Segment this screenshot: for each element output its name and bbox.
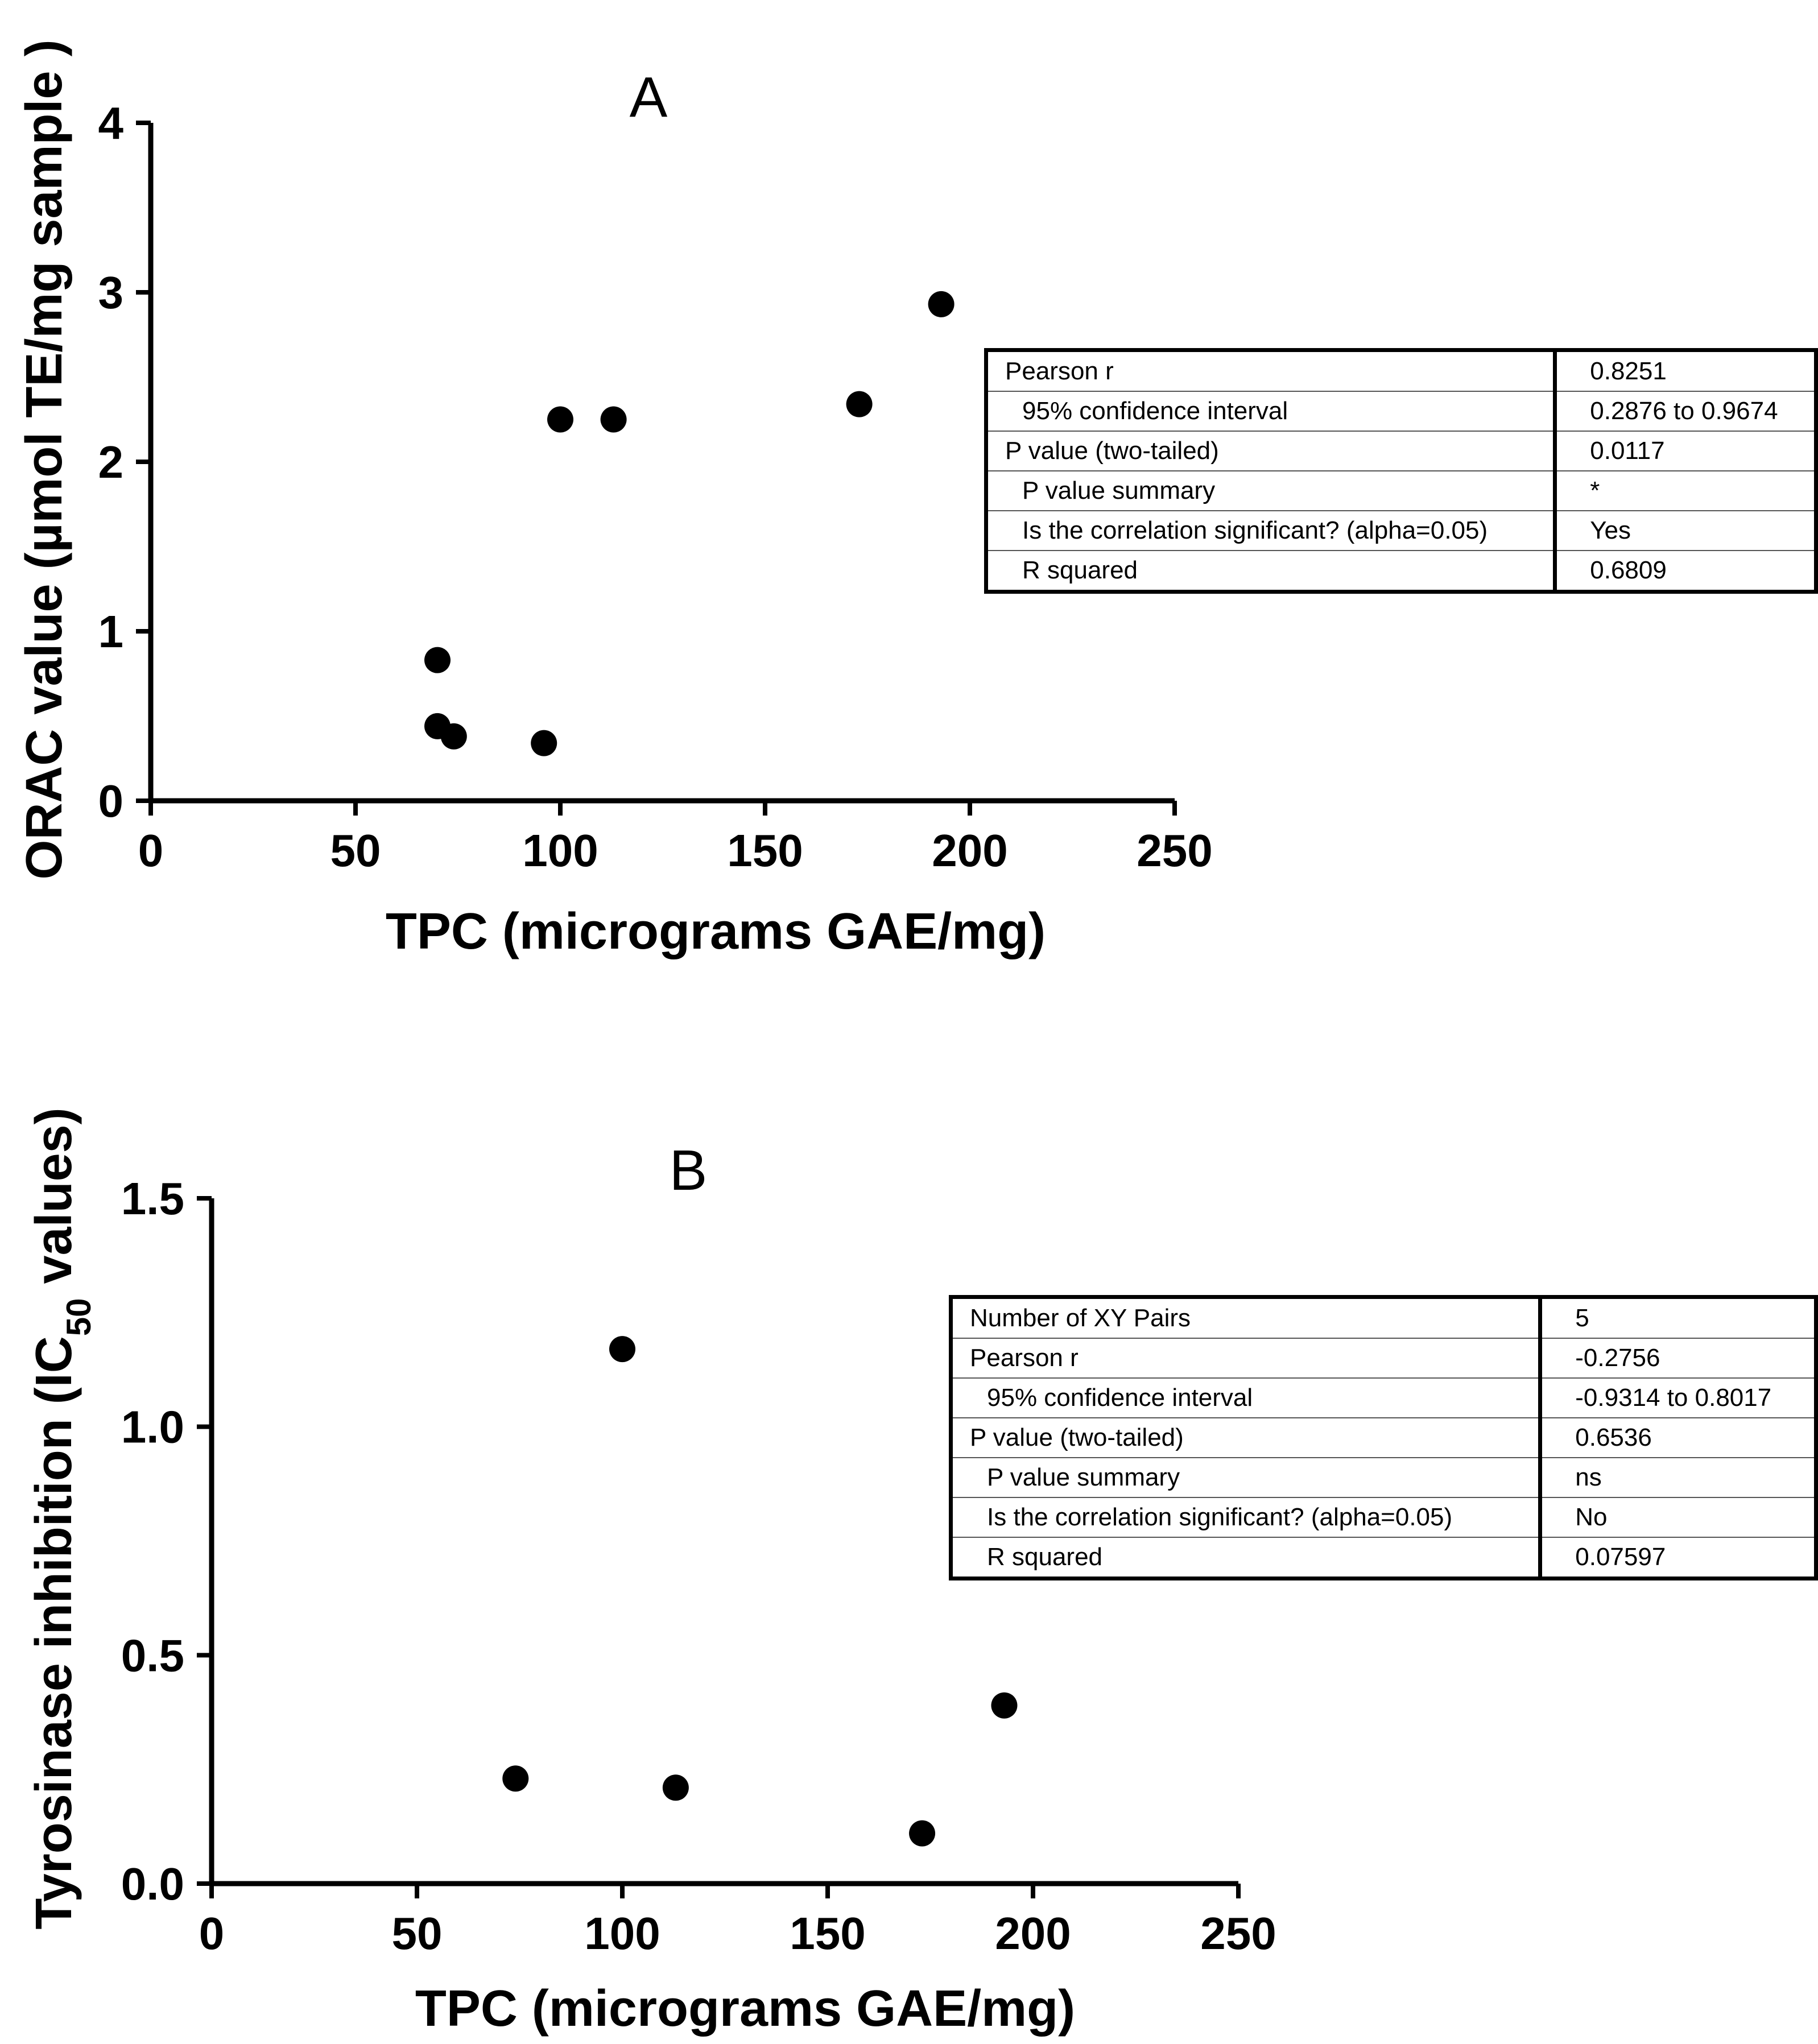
- panel-a-stats-label: 95% confidence interval: [986, 391, 1557, 432]
- panel-a-data-point: [547, 406, 573, 433]
- panel-b-y-axis-title-suffix: values): [26, 1107, 82, 1298]
- panel-b-x-tick-label: 100: [584, 1908, 660, 1959]
- panel-a-stats-value: 0.8251: [1555, 350, 1816, 392]
- panel-a-x-tick-label: 250: [1137, 825, 1212, 876]
- panel-a-stats-table: Pearson r 0.8251 95% confidence interval 0.…: [984, 348, 1818, 594]
- panel-b-x-tick-label: 200: [995, 1908, 1071, 1959]
- panel-b-y-axis-title-subscript: 50: [60, 1298, 98, 1337]
- panel-b-stats-table: Number of XY Pairs 5 Pearson r -0.2756 95% c…: [949, 1295, 1818, 1580]
- panel-b-stats-value: No: [1540, 1497, 1816, 1538]
- panel-a-stats-row: 95% confidence interval 0.2876 to 0.9674: [986, 391, 1816, 432]
- panel-b-y-tick-label: 0.5: [121, 1630, 184, 1681]
- panel-a-x-tick-label: 100: [522, 825, 598, 876]
- panel-a-y-tick-label: 0: [98, 776, 124, 826]
- panel-b-y-tick-label: 0.0: [121, 1859, 184, 1909]
- panel-a-x-tick-label: 0: [138, 825, 164, 876]
- panel-b-stats-label: Is the correlation significant? (alpha=0…: [951, 1497, 1543, 1538]
- panel-b-stats-row: 95% confidence interval -0.9314 to 0.8017: [951, 1378, 1816, 1418]
- panel-b-stats-value: -0.9314 to 0.8017: [1540, 1378, 1816, 1418]
- panel-a-stats-label: P value (two-tailed): [986, 431, 1557, 471]
- panel-a-data-point: [600, 406, 627, 433]
- panel-a-stats-row: R squared 0.6809: [986, 551, 1816, 592]
- panel-b-data-point: [909, 1820, 936, 1847]
- panel-b-stats-label: P value (two-tailed): [951, 1418, 1543, 1458]
- panel-b-data-point: [609, 1336, 635, 1363]
- panel-b-data-point: [662, 1774, 689, 1801]
- panel-b-label: B: [670, 1139, 708, 1202]
- panel-b-stats-row: Number of XY Pairs 5: [951, 1297, 1816, 1339]
- panel-a-data-point: [928, 291, 955, 317]
- panel-a-stats-value: 0.0117: [1555, 431, 1816, 471]
- panel-a-x-tick-label: 150: [727, 825, 803, 876]
- panel-a-x-tick-label: 200: [932, 825, 1007, 876]
- panel-a-stats-label: P value summary: [986, 471, 1557, 511]
- panel-a-stats-value: 0.2876 to 0.9674: [1555, 391, 1816, 432]
- panel-a-stats-row: Pearson r 0.8251: [986, 350, 1816, 392]
- panel-a-data-point: [531, 730, 557, 756]
- panel-b-stats-row: P value (two-tailed) 0.6536: [951, 1418, 1816, 1458]
- panel-b-y-tick-label: 1.0: [121, 1402, 184, 1453]
- panel-b-x-tick-label: 50: [392, 1908, 443, 1959]
- panel-a-y-tick-label: 2: [98, 437, 124, 487]
- panel-b-stats-value: ns: [1540, 1458, 1816, 1498]
- panel-a-stats-label: R squared: [986, 551, 1557, 592]
- panel-b-stats-label: Pearson r: [951, 1338, 1543, 1379]
- panel-b-x-axis-title: TPC (micrograms GAE/mg): [415, 1980, 1075, 2037]
- panel-b-x-tick-label: 250: [1200, 1908, 1276, 1959]
- panel-a-data-point: [424, 647, 451, 673]
- panel-a-label: A: [630, 65, 668, 129]
- panel-a-y-tick-label: 4: [98, 98, 124, 148]
- panel-b-x-tick-label: 0: [199, 1908, 225, 1959]
- panel-a-chart: A TPC (micrograms GAE/mg) ORAC value (µm…: [16, 39, 1213, 960]
- panel-a-stats-row: Is the correlation significant? (alpha=0…: [986, 511, 1816, 551]
- panel-b-data-point: [991, 1692, 1018, 1719]
- panel-b-chart: B TPC (micrograms GAE/mg) Tyrosinase inh…: [26, 1107, 1276, 2037]
- panel-a-y-axis-title: ORAC value (µmol TE/mg sample ): [16, 39, 73, 879]
- panel-a-stats-label: Is the correlation significant? (alpha=0…: [986, 511, 1557, 551]
- panel-b-data-point: [502, 1765, 529, 1792]
- panel-a-stats-value: *: [1555, 471, 1816, 511]
- panel-a-x-axis-title: TPC (micrograms GAE/mg): [386, 903, 1046, 960]
- panel-b-stats-value: 0.6536: [1540, 1418, 1816, 1458]
- panel-a-x-tick-label: 50: [330, 825, 381, 876]
- panel-b-stats-row: P value summary ns: [951, 1458, 1816, 1498]
- panel-a-stats-value: Yes: [1555, 511, 1816, 551]
- panel-b-stats-label: Number of XY Pairs: [951, 1297, 1543, 1339]
- panel-a-stats-value: 0.6809: [1590, 556, 1667, 584]
- panel-a-stats-row: P value summary *: [986, 471, 1816, 511]
- panel-b-x-tick-label: 150: [790, 1908, 865, 1959]
- panel-b-stats-label: 95% confidence interval: [951, 1378, 1543, 1418]
- panel-b-y-axis-title-main: Tyrosinase inhibition (IC: [26, 1336, 82, 1929]
- panel-b-stats-value: 0.07597: [1575, 1543, 1666, 1571]
- panel-b-y-axis-title: Tyrosinase inhibition (IC50 values): [26, 1107, 98, 1929]
- panel-b-stats-row: Pearson r -0.2756: [951, 1338, 1816, 1379]
- panel-a-data-point: [846, 391, 873, 417]
- panel-b-stats-row: R squared 0.07597: [951, 1537, 1816, 1579]
- panel-a-stats-row: P value (two-tailed) 0.0117: [986, 431, 1816, 471]
- panel-b-y-tick-label: 1.5: [121, 1173, 184, 1224]
- panel-b-stats-row: Is the correlation significant? (alpha=0…: [951, 1497, 1816, 1538]
- panel-b-stats-value: -0.2756: [1540, 1338, 1816, 1379]
- panel-b-stats-value: 5: [1540, 1297, 1816, 1339]
- panel-a-stats-label: Pearson r: [986, 350, 1557, 392]
- panel-a-y-tick-label: 1: [98, 606, 124, 657]
- panel-b-stats-label: P value summary: [951, 1458, 1543, 1498]
- panel-a-data-point: [440, 723, 467, 750]
- panel-b-stats-label: R squared: [951, 1537, 1543, 1579]
- panel-a-y-tick-label: 3: [98, 267, 124, 318]
